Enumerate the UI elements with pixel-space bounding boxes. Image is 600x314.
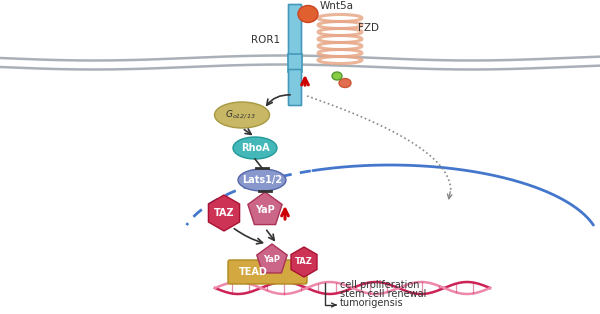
FancyBboxPatch shape	[289, 69, 302, 106]
Text: G$_{\mathregular{o12/13}}$: G$_{\mathregular{o12/13}}$	[224, 109, 256, 122]
Ellipse shape	[298, 6, 318, 23]
Polygon shape	[208, 195, 239, 231]
Text: TAZ: TAZ	[295, 257, 313, 267]
Text: TEAD: TEAD	[239, 267, 268, 277]
Ellipse shape	[233, 137, 277, 159]
Text: cell proliferation: cell proliferation	[340, 280, 419, 290]
FancyBboxPatch shape	[228, 260, 307, 284]
Ellipse shape	[339, 78, 351, 88]
Text: YaP: YaP	[255, 205, 275, 215]
Polygon shape	[248, 192, 282, 225]
Text: ROR1: ROR1	[251, 35, 280, 45]
FancyBboxPatch shape	[288, 54, 302, 72]
Text: TAZ: TAZ	[214, 208, 235, 218]
Text: Lats1/2: Lats1/2	[242, 175, 282, 185]
Polygon shape	[257, 244, 287, 273]
Polygon shape	[291, 247, 317, 277]
Text: YaP: YaP	[263, 256, 281, 264]
FancyBboxPatch shape	[289, 4, 302, 61]
Text: Wnt5a: Wnt5a	[320, 1, 354, 11]
Text: RhoA: RhoA	[241, 143, 269, 153]
Ellipse shape	[238, 169, 286, 191]
Text: FZD: FZD	[358, 23, 379, 33]
Ellipse shape	[332, 72, 342, 80]
Ellipse shape	[215, 102, 269, 128]
Text: stem cell renewal: stem cell renewal	[340, 289, 427, 299]
Text: tumorigensis: tumorigensis	[340, 298, 404, 308]
